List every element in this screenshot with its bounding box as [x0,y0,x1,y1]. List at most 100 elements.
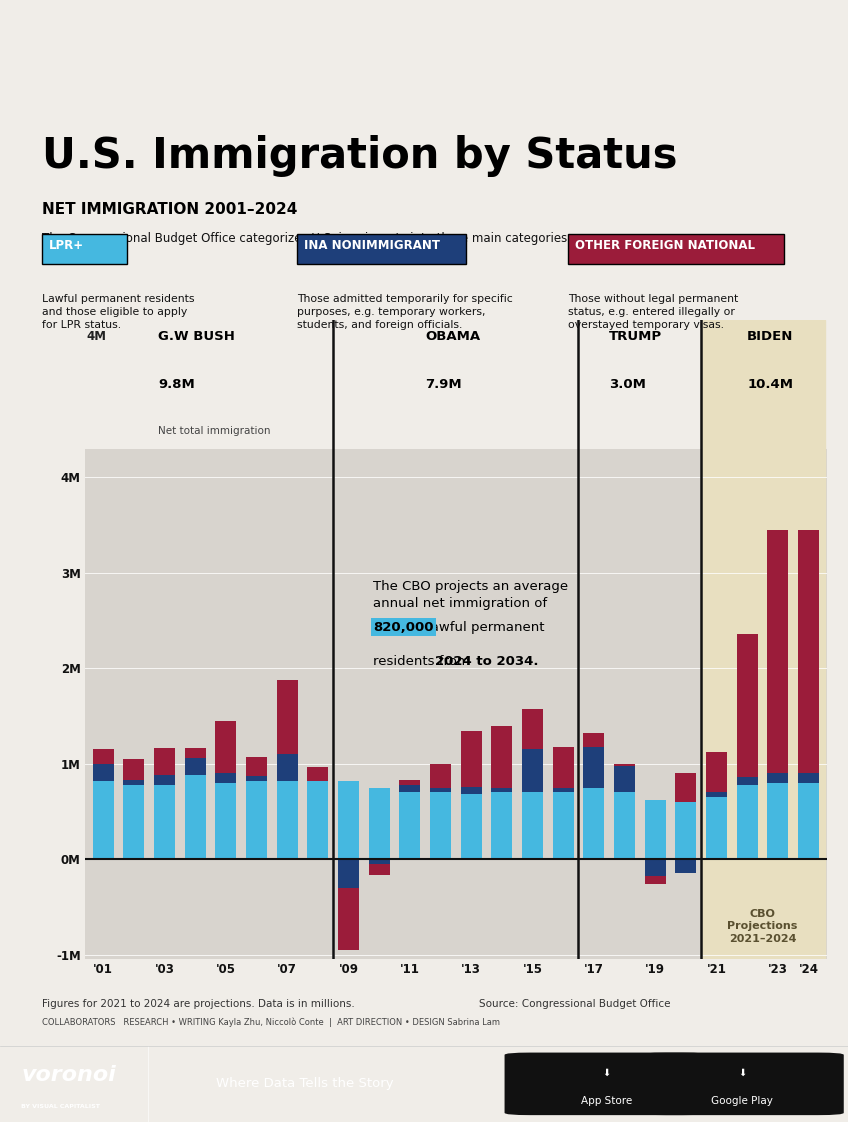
Bar [701,449,825,959]
Text: INA NONIMMIGRANT: INA NONIMMIGRANT [304,239,439,252]
Bar [583,747,604,788]
Bar [92,749,114,764]
Text: COLLABORATORS   RESEARCH • WRITING Kayla Zhu, Niccolò Conte  |  ART DIRECTION • : COLLABORATORS RESEARCH • WRITING Kayla Z… [42,1018,500,1027]
Bar [460,732,482,787]
Text: Figures for 2021 to 2024 are projections. Data is in millions.: Figures for 2021 to 2024 are projections… [42,999,355,1009]
Bar [92,764,114,781]
Bar [430,764,451,788]
Bar [614,764,635,765]
Text: Net total immigration: Net total immigration [159,425,271,435]
Bar [767,530,788,773]
Text: Those admitted temporarily for specific
purposes, e.g. temporary workers,
studen: Those admitted temporarily for specific … [297,294,512,330]
Text: LPR+: LPR+ [49,239,84,252]
Bar [185,758,205,775]
Bar [185,775,205,859]
Text: ⬇: ⬇ [738,1067,746,1077]
Text: voronoi: voronoi [21,1065,116,1085]
Text: Lawful permanent residents
and those eligible to apply
for LPR status.: Lawful permanent residents and those eli… [42,294,195,330]
Bar [338,888,359,949]
Bar [338,859,359,888]
Bar [737,634,757,778]
Bar [307,781,328,859]
Bar [644,800,666,859]
Bar [307,766,328,781]
Bar [430,792,451,859]
Bar [675,802,696,859]
Bar [246,776,267,781]
Text: TRUMP: TRUMP [609,330,662,343]
Bar [675,773,696,802]
Bar [246,757,267,776]
Bar [522,792,543,859]
Bar [399,792,421,859]
Bar [276,781,298,859]
Bar [767,773,788,783]
Bar [614,765,635,792]
Text: G.W BUSH: G.W BUSH [159,330,235,343]
Bar [644,876,666,884]
Bar [369,864,389,875]
Text: 7.9M: 7.9M [425,378,462,390]
Bar [154,784,175,859]
Text: lawful permanent: lawful permanent [427,620,544,634]
Text: 3.0M: 3.0M [609,378,646,390]
Bar [154,775,175,784]
FancyBboxPatch shape [640,1052,844,1115]
Bar [583,788,604,859]
Text: Those without legal permanent
status, e.g. entered illegally or
overstayed tempo: Those without legal permanent status, e.… [568,294,739,330]
Bar [369,788,389,859]
Bar [798,773,819,783]
Bar [798,783,819,859]
Text: OBAMA: OBAMA [425,330,480,343]
Text: residents from: residents from [373,655,474,668]
Bar [215,720,237,773]
Text: Where Data Tells the Story: Where Data Tells the Story [216,1077,394,1091]
Bar [185,748,205,758]
Text: Source: Congressional Budget Office: Source: Congressional Budget Office [479,999,671,1009]
Bar [92,781,114,859]
Bar [767,783,788,859]
Bar [706,752,727,792]
Text: NET IMMIGRATION 2001–2024: NET IMMIGRATION 2001–2024 [42,202,298,217]
Bar [798,530,819,773]
Text: The CBO projects an average
annual net immigration of: The CBO projects an average annual net i… [373,580,568,610]
Bar [124,784,144,859]
Bar [154,748,175,775]
Bar [338,781,359,859]
Bar [675,859,696,873]
Bar [553,792,573,859]
Bar [430,788,451,792]
Bar [706,792,727,797]
Bar [522,749,543,792]
Bar [369,859,389,864]
Bar [522,709,543,749]
Bar [553,747,573,788]
Bar [491,788,512,792]
Bar [644,859,666,876]
Bar [276,680,298,754]
Bar [399,780,421,784]
Text: App Store: App Store [581,1096,632,1105]
Text: The Congressional Budget Office categorizes U.S. immigrants into three main cate: The Congressional Budget Office categori… [42,232,572,246]
Bar [215,773,237,783]
Bar [701,320,825,449]
Bar [614,792,635,859]
Bar [124,758,144,780]
Text: BIDEN: BIDEN [747,330,794,343]
Text: 2024 to 2034.: 2024 to 2034. [435,655,538,668]
Bar [246,781,267,859]
Bar [583,733,604,747]
Bar [491,792,512,859]
Text: 4M: 4M [86,330,106,343]
Bar [491,726,512,788]
Bar [215,783,237,859]
Text: Google Play: Google Play [711,1096,773,1105]
Text: BY VISUAL CAPITALIST: BY VISUAL CAPITALIST [21,1104,100,1110]
Bar [737,778,757,784]
Bar [399,784,421,792]
Text: 820,000: 820,000 [373,620,433,634]
Bar [460,787,482,794]
Bar [737,784,757,859]
Text: U.S. Immigration by Status: U.S. Immigration by Status [42,135,678,176]
Bar [124,780,144,784]
